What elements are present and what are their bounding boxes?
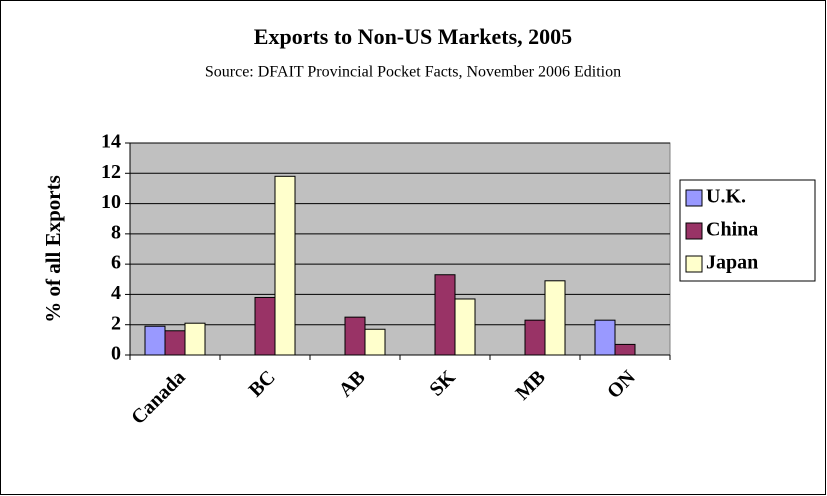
legend-swatch xyxy=(685,189,703,207)
y-tick-label: 12 xyxy=(101,161,121,183)
y-tick-label: 2 xyxy=(111,312,121,334)
bar xyxy=(254,296,276,356)
legend-swatch xyxy=(685,222,703,240)
bar xyxy=(594,319,616,356)
bar xyxy=(344,316,366,356)
bar xyxy=(274,175,296,356)
y-tick-label: 14 xyxy=(101,131,121,153)
bar xyxy=(364,328,386,356)
y-tick-label: 10 xyxy=(101,191,121,213)
legend-swatch xyxy=(685,255,703,273)
bar xyxy=(544,280,566,356)
chart-title: Exports to Non-US Markets, 2005 xyxy=(254,24,572,49)
bar xyxy=(144,325,166,356)
bar xyxy=(184,322,206,356)
bar xyxy=(614,343,636,356)
y-tick-label: 0 xyxy=(111,343,121,365)
legend-label: China xyxy=(706,219,758,241)
legend-label: Japan xyxy=(706,252,758,274)
bar xyxy=(164,330,186,356)
y-tick-label: 6 xyxy=(111,252,121,274)
y-tick-label: 8 xyxy=(111,221,121,243)
legend-label: U.K. xyxy=(706,186,746,208)
y-tick-label: 4 xyxy=(111,282,121,304)
bar xyxy=(524,319,546,356)
plot-area xyxy=(129,142,671,356)
bar xyxy=(454,298,476,356)
bar xyxy=(434,274,456,356)
chart-subtitle: Source: DFAIT Provincial Pocket Facts, N… xyxy=(205,64,621,81)
y-axis-label: % of all Exports xyxy=(41,175,65,323)
